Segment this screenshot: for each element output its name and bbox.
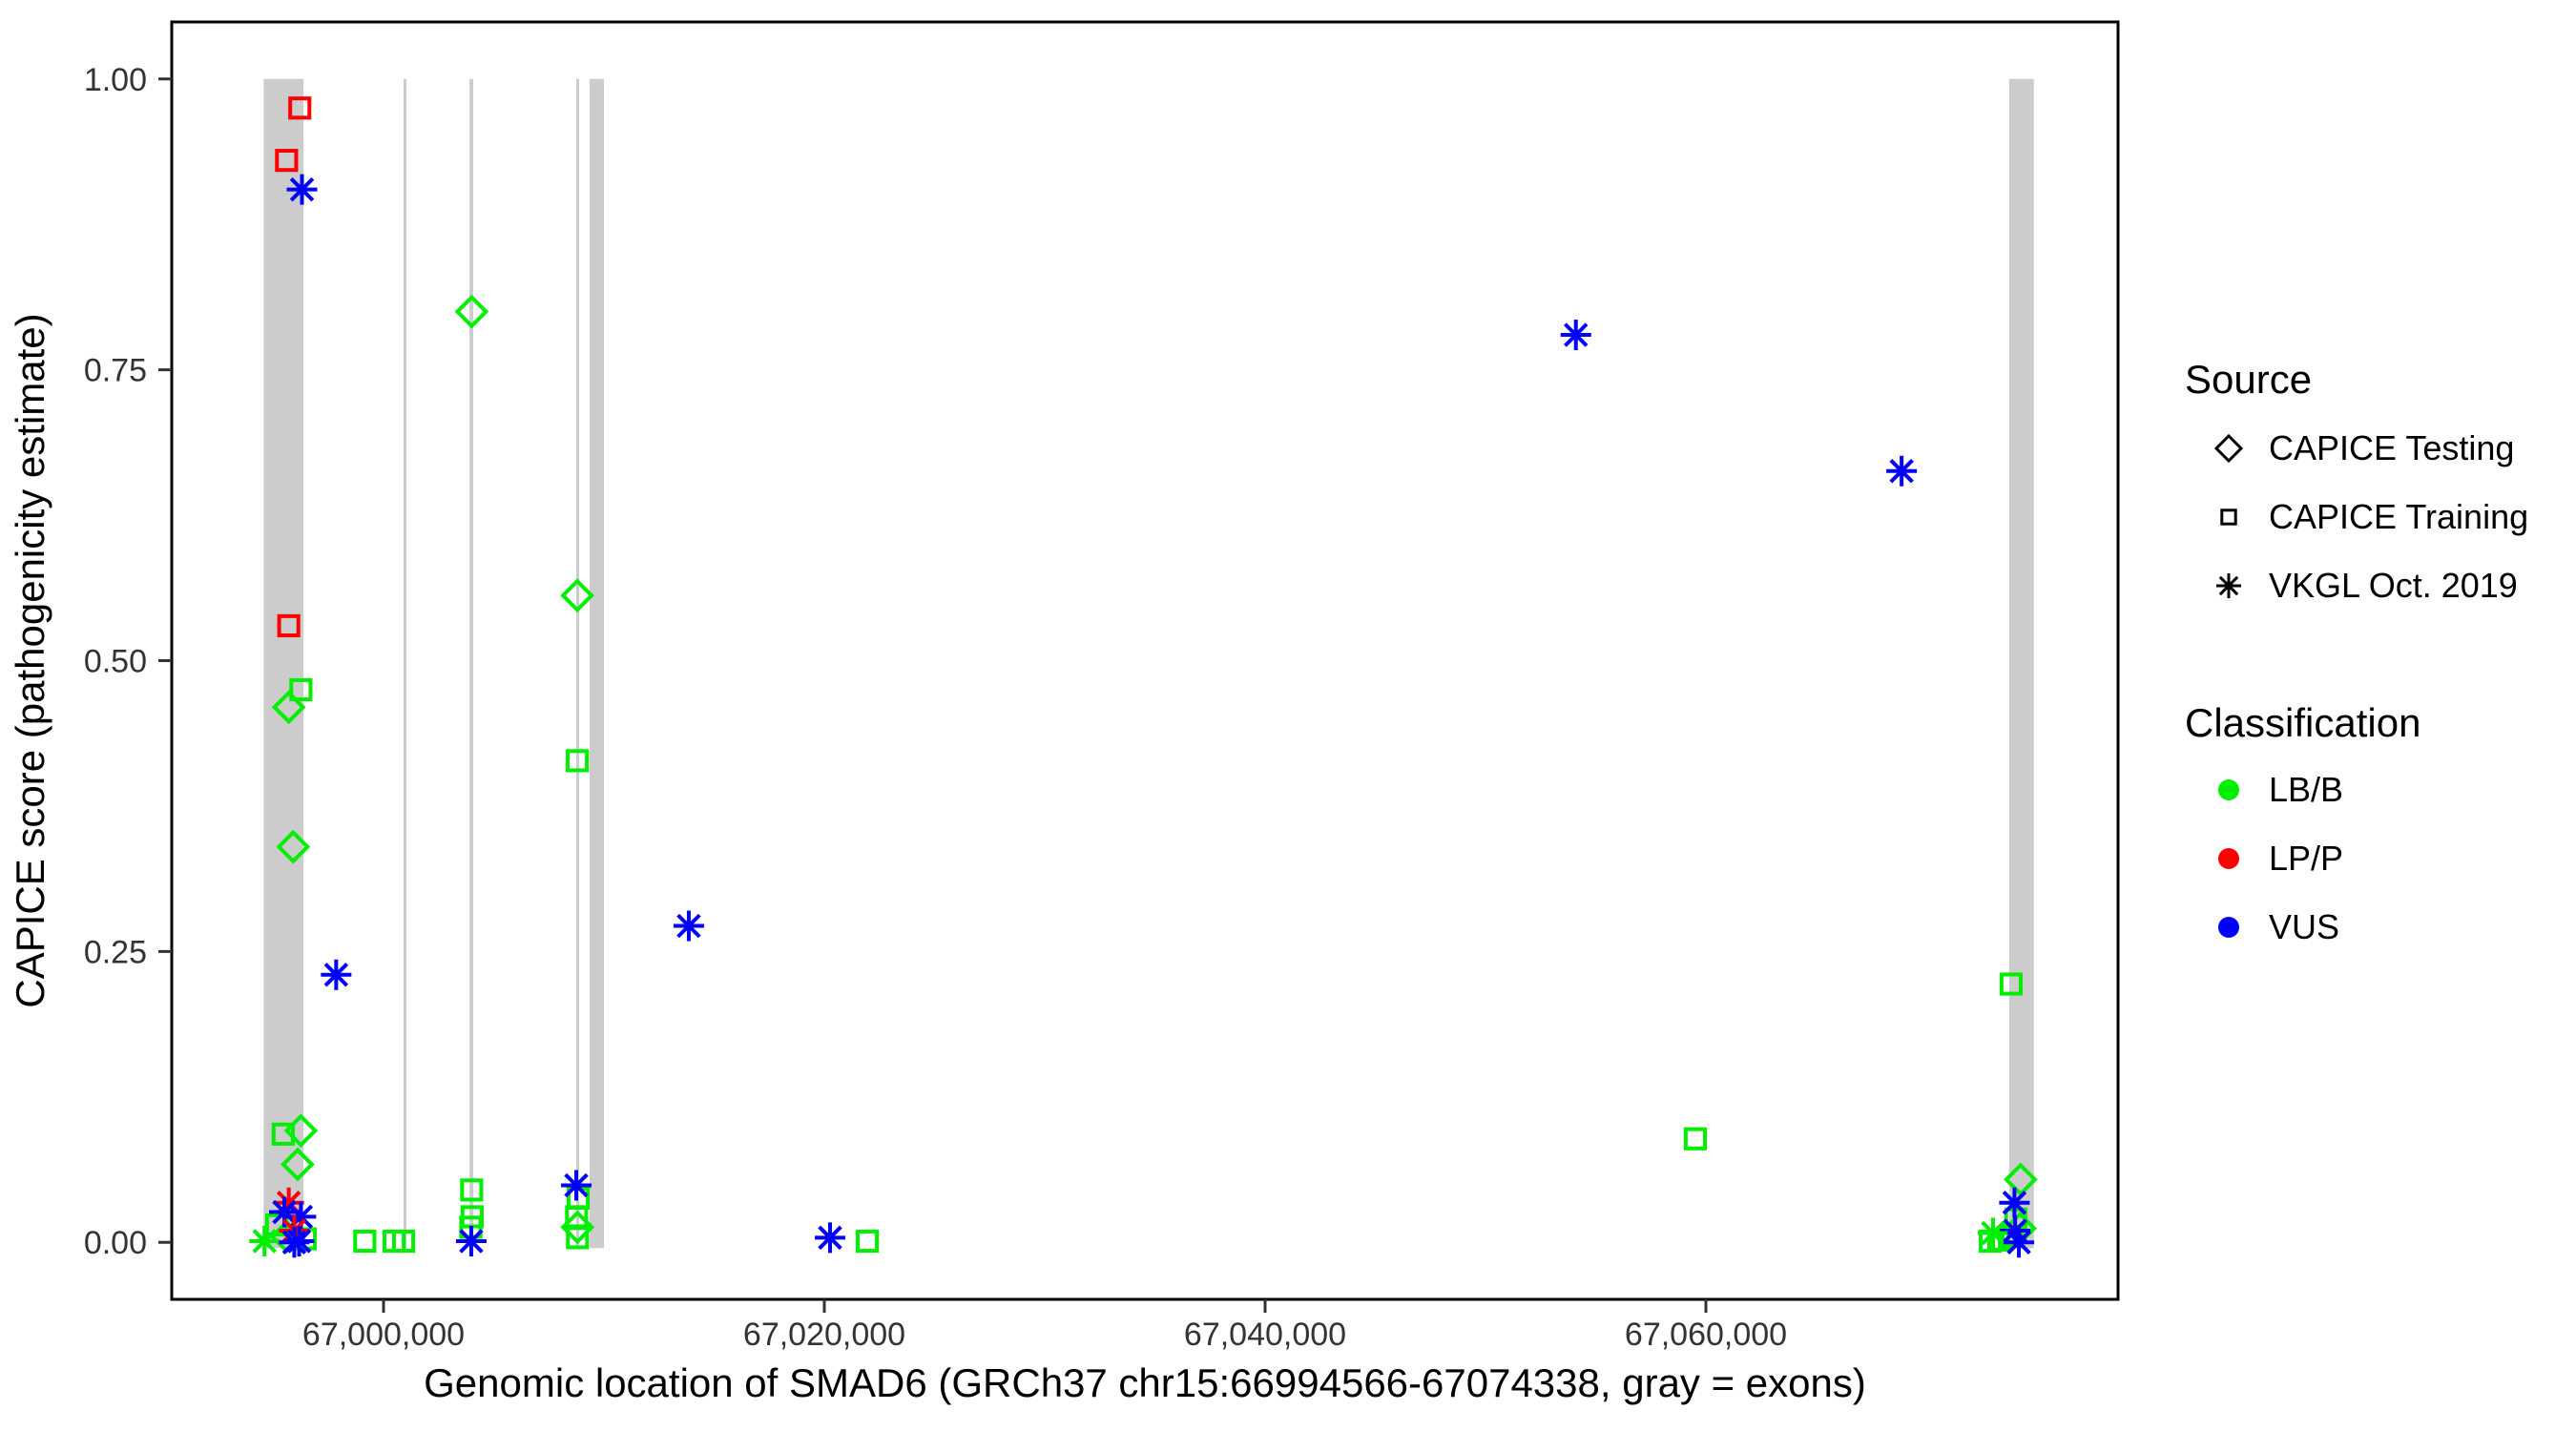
data-point-asterisk: [561, 1170, 592, 1201]
data-point-square: [1683, 1127, 1708, 1151]
data-point-square: [271, 1122, 295, 1146]
data-point-diamond: [454, 294, 489, 329]
x-tick-label: 67,000,000: [302, 1317, 465, 1353]
legend-source-symbol-diamond: [2213, 433, 2244, 464]
data-point-asterisk: [321, 959, 352, 990]
x-tick-label: 67,020,000: [743, 1317, 905, 1353]
legend-source-title: Source: [2185, 357, 2312, 402]
y-tick-label: 0.75: [84, 353, 147, 389]
y-tick-label: 0.00: [84, 1225, 147, 1261]
data-point-square: [288, 96, 312, 120]
data-point-asterisk: [1999, 1187, 2030, 1218]
legend-classification-dot: [2218, 848, 2239, 869]
exon-band: [263, 78, 304, 1249]
data-point-square: [353, 1229, 377, 1254]
data-point-asterisk: [1978, 1217, 2009, 1249]
data-point-diamond: [271, 690, 306, 725]
y-tick-label: 1.00: [84, 62, 147, 98]
legend-classification-label: VUS: [2269, 907, 2339, 946]
legend-source-label: CAPICE Training: [2269, 497, 2528, 536]
data-point-asterisk: [815, 1222, 846, 1254]
x-tick-label: 67,040,000: [1184, 1317, 1346, 1353]
data-point-square: [391, 1229, 416, 1254]
legend-classification-title: Classification: [2185, 700, 2420, 745]
data-point-asterisk: [2004, 1227, 2035, 1258]
legend-source-symbol-square: [2220, 508, 2237, 526]
data-point-asterisk: [249, 1226, 280, 1257]
data-point-asterisk: [286, 174, 318, 205]
exon-band: [589, 78, 604, 1249]
exon-band: [2008, 78, 2034, 1249]
data-point-asterisk: [1886, 455, 1918, 487]
data-point-asterisk: [455, 1226, 487, 1257]
exon-band: [576, 78, 580, 1249]
data-point-square: [566, 1226, 590, 1250]
x-tick-label: 67,060,000: [1625, 1317, 1787, 1353]
legend-classification-dot: [2218, 917, 2239, 938]
legend-classification-label: LP/P: [2269, 839, 2343, 878]
data-point-diamond: [283, 1113, 319, 1148]
data-point-square: [855, 1229, 880, 1254]
legend-source-label: CAPICE Testing: [2269, 428, 2514, 467]
data-point-asterisk: [1560, 320, 1591, 351]
data-point-asterisk: [673, 910, 704, 942]
panel-border: [170, 20, 2120, 1301]
legend-source-symbol-asterisk: [2216, 573, 2241, 598]
data-point-diamond: [560, 1210, 595, 1245]
data-point-square: [460, 1178, 484, 1202]
data-point-square: [1999, 972, 2024, 996]
data-point-asterisk: [283, 1226, 315, 1257]
legend-classification-dot: [2218, 779, 2239, 800]
data-point-diamond: [560, 578, 594, 613]
data-point-square: [275, 149, 299, 173]
exon-band: [469, 78, 474, 1249]
legend-classification-label: LB/B: [2269, 770, 2343, 809]
x-axis-title: Genomic location of SMAD6 (GRCh37 chr15:…: [424, 1360, 1866, 1405]
exon-band: [404, 78, 407, 1249]
data-point-square: [277, 613, 301, 637]
data-point-diamond: [280, 1147, 315, 1182]
y-tick-label: 0.25: [84, 934, 147, 970]
y-axis-title: CAPICE score (pathogenicity estimate): [8, 313, 52, 1007]
legend-source-label: VKGL Oct. 2019: [2269, 566, 2518, 605]
data-point-diamond: [2004, 1162, 2038, 1197]
data-point-square: [565, 749, 590, 773]
data-point-diamond: [276, 829, 311, 864]
data-point-square: [289, 677, 313, 702]
y-tick-label: 0.50: [84, 644, 147, 680]
